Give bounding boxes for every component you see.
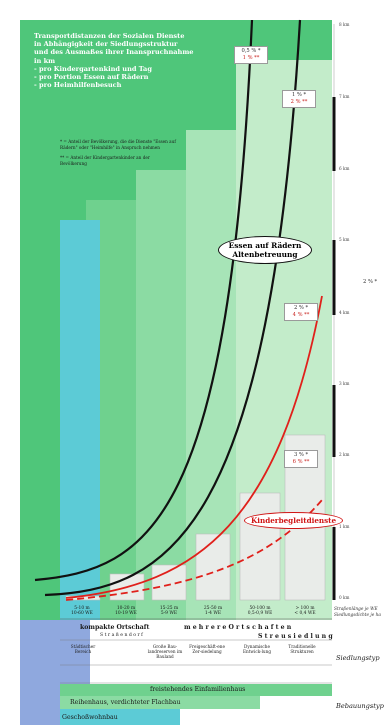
legend-b: 2 % ** — [290, 99, 308, 106]
black-curve-inner — [44, 19, 302, 597]
title-line: - pro Kindergartenkind und Tag — [34, 64, 152, 73]
footnotes: * = Anteil der Bevölkerung, die die Dien… — [60, 139, 178, 171]
tick-label: 4 km — [339, 310, 350, 315]
red-curve-solid — [65, 295, 323, 599]
category-label: > 100 m < 0,4 WE — [294, 606, 316, 617]
axis-strip — [332, 20, 389, 620]
tick-label: 6 km — [339, 166, 350, 171]
legend-a: 3 % * — [293, 452, 309, 458]
label-line: Essen auf Rädern — [228, 241, 302, 250]
tick-label: 7 km — [339, 94, 350, 99]
legend-box-3: 2 % * 4 % ** — [284, 303, 318, 322]
title-line: - pro Portion Essen auf Rädern — [34, 73, 149, 82]
title-line: und des Ausmaßes ihrer Inanspruchnahme — [34, 48, 194, 57]
category-label: 10-20 m 10-19 WE — [115, 606, 137, 617]
tick-label: 1 km — [339, 524, 350, 529]
label-essen-auf-raedern: Essen auf Rädern Altenbetreuung — [218, 236, 312, 264]
subtype-label: Freigeschäft-ene Zer-siedelung — [189, 644, 225, 654]
label-bebauungstyp: Bebauungstyp — [336, 702, 384, 710]
building-reihenhaus: Reihenhaus, verdichteter Flachbau — [70, 699, 181, 706]
subtype-label: Große Bau-landreserven im Bauland — [147, 644, 183, 659]
legend-a: 1 % * — [291, 92, 307, 98]
building-freistehend: freistehendes Einfamilienhaus — [150, 686, 246, 693]
tick-label: 8 km — [339, 22, 350, 27]
tick-label: 2 km — [339, 452, 350, 457]
legend-a: 2 % * — [293, 305, 309, 311]
footnote-1: * = Anteil der Bevölkerung, die die Dien… — [60, 139, 176, 150]
legend-box-2: 1 % * 2 % ** — [282, 90, 316, 109]
settlement-strassendorf: S t r a ß e n d o r f — [100, 633, 143, 638]
category-label: 5-10 m 10-60 WE — [71, 606, 93, 617]
footnote-2: ** = Anteil der Kindergartenkinder an de… — [60, 155, 150, 166]
title-block: Transportdistanzen der Sozialen Dienste … — [34, 32, 239, 89]
axis-note-siedlungsdichte: Siedlungsdichte je ha — [334, 613, 381, 618]
label-kinderbegleitdienste: Kinderbegleitdienste — [244, 512, 344, 529]
tick-label: 3 km — [339, 381, 350, 386]
legend-box-1: 0,5 % * 1 % ** — [234, 46, 268, 65]
settlement-mehrere: m e h r e r e O r t s c h a f t e n — [184, 624, 292, 631]
subtype-label: Dynamische Entwick-lung — [243, 644, 271, 654]
black-curve-outer — [34, 19, 254, 582]
settlement-kompakte: kompakte Ortschaft — [80, 624, 150, 631]
building-geschoss: Geschoßwohnbau — [62, 714, 118, 721]
legend-b: 4 % ** — [292, 312, 310, 319]
title-line: in Abhängigkeit der Siedlungsstruktur — [34, 40, 178, 49]
subtype-label: Städtischer Bereich — [70, 644, 96, 654]
title-line: Transportdistanzen der Sozialen Dienste — [34, 32, 185, 40]
legend-box-4: 3 % * 6 % ** — [284, 450, 318, 469]
band-geschoss — [60, 709, 180, 725]
label-siedlungstyp: Siedlungstyp — [336, 654, 380, 662]
category-label: 25-50 m 1-4 WE — [203, 606, 223, 617]
subtype-label: Traditionelle Strukturen — [288, 644, 316, 654]
side-marker: 2 % * — [363, 279, 378, 285]
band-reihenhaus — [60, 696, 260, 709]
band-freistehend — [60, 684, 332, 696]
category-label: 50-100 m 0,5-0,9 WE — [247, 606, 273, 617]
axis-note-strassenlaenge: Straßenlänge je WE — [334, 607, 378, 612]
red-curve-dashed — [65, 499, 323, 601]
cyan-band — [60, 220, 100, 620]
title-line: in km — [34, 56, 56, 65]
tick-label: 5 km — [339, 237, 350, 242]
settlement-streusiedlung: S t r e u s i e d l u n g — [258, 633, 333, 640]
label-line: Altenbetreuung — [232, 250, 298, 259]
legend-b: 6 % ** — [292, 459, 310, 466]
tick-label: 0 km — [339, 595, 350, 600]
legend-b: 1 % ** — [242, 55, 260, 62]
legend-a: 0,5 % * — [241, 48, 261, 54]
bar-5 — [239, 492, 281, 601]
title-line: - pro Heimhilfenbesuch — [34, 81, 122, 90]
bar-4 — [195, 533, 231, 601]
category-label: 15-25 m 5-9 WE — [159, 606, 179, 617]
